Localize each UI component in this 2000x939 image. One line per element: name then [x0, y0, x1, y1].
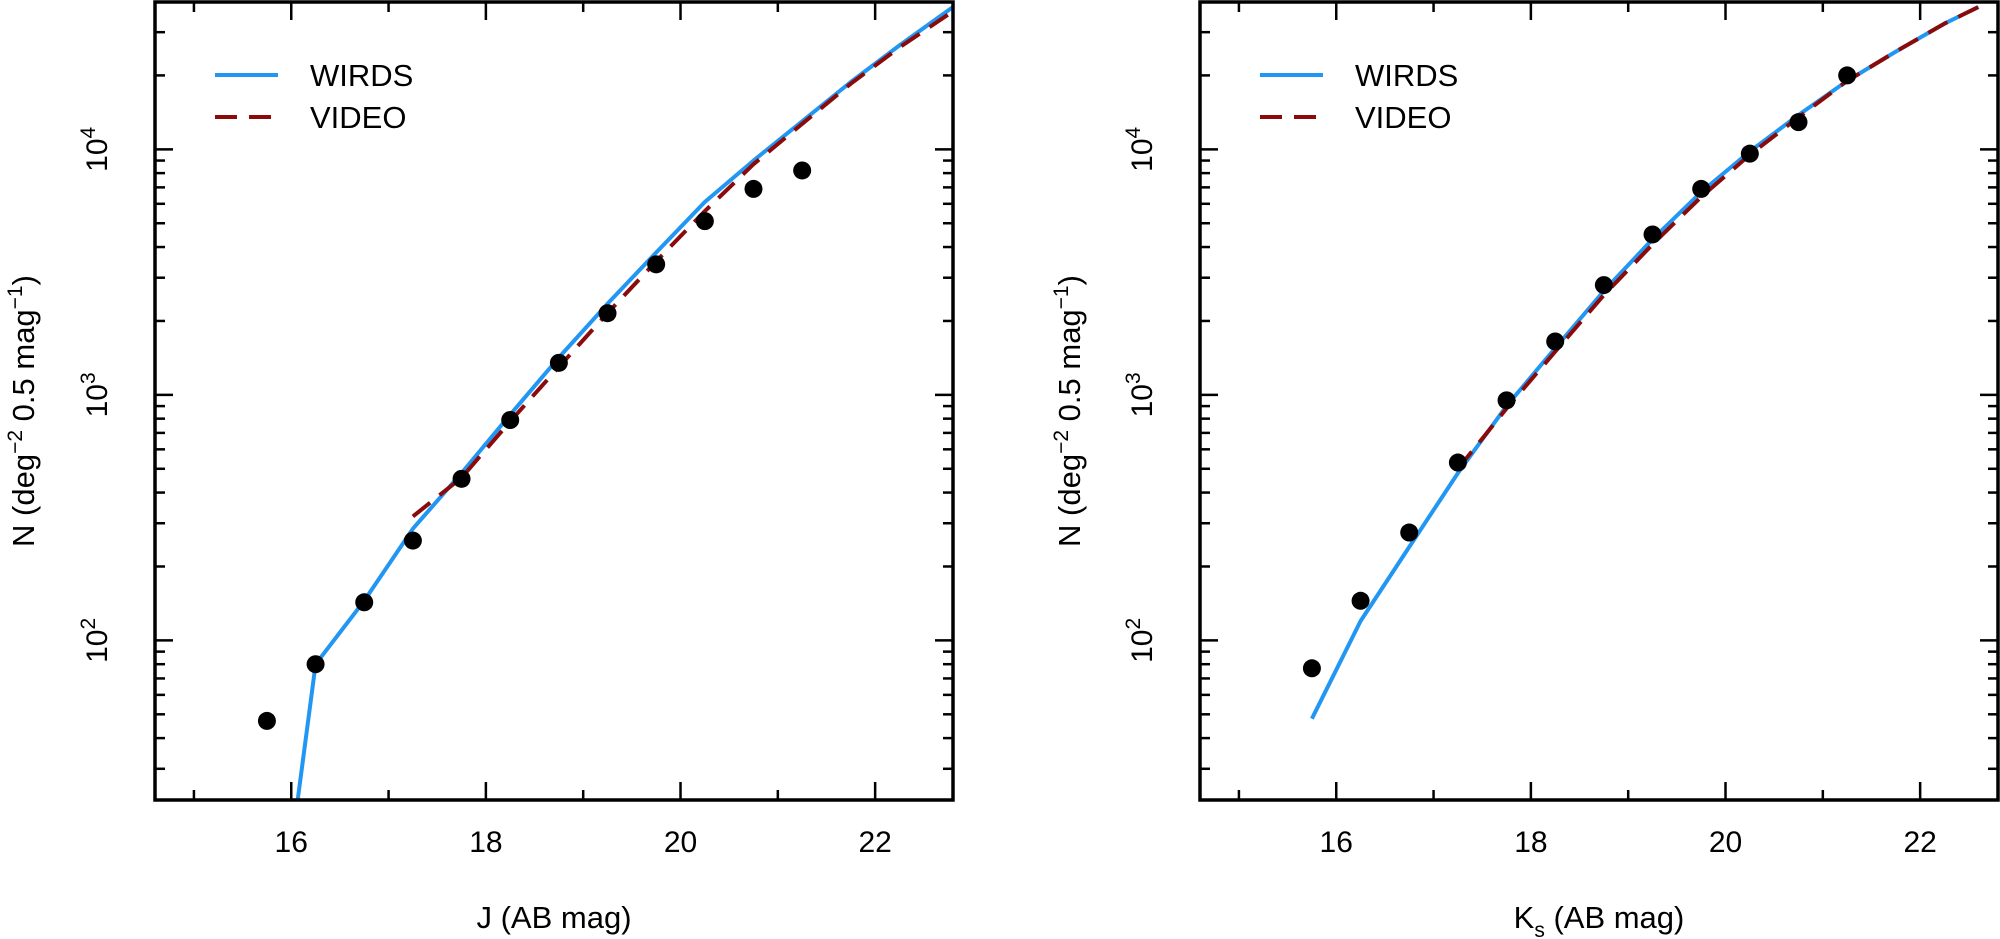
- x-tick-label: 20: [664, 826, 697, 859]
- y-tick-label: 104: [1122, 126, 1159, 171]
- data-point: [1448, 453, 1467, 472]
- legend-video-label: VIDEO: [310, 100, 406, 135]
- data-point: [1740, 144, 1759, 163]
- y-axis-label-part: ): [6, 275, 41, 285]
- plot-frame: [1198, 0, 2000, 802]
- y-tick-base: 10: [1126, 630, 1159, 663]
- y-tick-exponent: 3: [77, 372, 100, 384]
- data-point: [306, 655, 325, 674]
- y-tick-label: 102: [77, 618, 114, 663]
- y-axis-label-part: N (deg: [6, 454, 41, 547]
- x-axis-label-subscript: s: [1534, 919, 1545, 939]
- y-axis-label-superscript: −2: [4, 430, 27, 454]
- data-point: [355, 593, 374, 612]
- data-point: [452, 469, 471, 488]
- data-point: [744, 179, 763, 198]
- y-axis-label-superscript: −1: [1050, 285, 1073, 309]
- data-point: [549, 353, 568, 372]
- y-axis-label-part: N (deg: [1052, 454, 1087, 547]
- data-point: [1838, 66, 1857, 85]
- legend-wirds-label: WIRDS: [1355, 58, 1458, 93]
- y-tick-exponent: 3: [1122, 372, 1145, 384]
- y-tick-base: 10: [81, 138, 114, 171]
- y-axis-label-superscript: −2: [1050, 430, 1073, 454]
- legend-video-label: VIDEO: [1355, 100, 1451, 135]
- y-axis-label-superscript: −1: [4, 285, 27, 309]
- data-point: [1643, 225, 1662, 244]
- x-tick-label: 22: [858, 826, 891, 859]
- y-axis-label-part: ): [1052, 275, 1087, 285]
- x-tick-label: 18: [469, 826, 502, 859]
- video-line: [411, 9, 953, 518]
- data-point: [1692, 179, 1711, 198]
- x-tick-label: 20: [1709, 826, 1742, 859]
- y-tick-label: 104: [77, 126, 114, 171]
- data-point: [695, 212, 714, 231]
- y-tick-label: 103: [77, 372, 114, 417]
- data-point: [403, 531, 422, 550]
- y-tick-base: 10: [1126, 138, 1159, 171]
- x-tick-label: 16: [275, 826, 308, 859]
- y-tick-exponent: 4: [1122, 126, 1145, 138]
- data-point: [1302, 659, 1321, 678]
- y-tick-base: 10: [1126, 384, 1159, 417]
- y-axis-label-part: 0.5 mag: [1052, 309, 1087, 430]
- y-axis-label: N (deg−2 0.5 mag−1): [4, 275, 41, 547]
- y-axis-label-part: 0.5 mag: [6, 309, 41, 430]
- data-point: [647, 255, 666, 274]
- y-tick-base: 10: [81, 384, 114, 417]
- y-tick-exponent: 2: [1122, 618, 1145, 630]
- video-line: [1456, 5, 1980, 471]
- x-axis-label: Ks (AB mag): [1514, 900, 1685, 939]
- x-axis-label-units: (AB mag): [1545, 900, 1685, 935]
- y-tick-label: 102: [1122, 618, 1159, 663]
- data-point: [1594, 276, 1613, 295]
- data-point: [257, 711, 276, 730]
- data-point: [1789, 113, 1808, 132]
- y-axis-label: N (deg−2 0.5 mag−1): [1050, 275, 1087, 547]
- data-point: [1497, 391, 1516, 410]
- x-axis-label-main: K: [1514, 900, 1535, 935]
- x-tick-label: 22: [1903, 826, 1936, 859]
- x-tick-label: 18: [1514, 826, 1547, 859]
- data-point: [793, 161, 812, 180]
- plot-frame: [153, 0, 955, 802]
- y-tick-base: 10: [81, 630, 114, 663]
- y-tick-label: 103: [1122, 372, 1159, 417]
- data-point: [501, 410, 520, 429]
- data-point: [598, 304, 617, 323]
- x-axis-label: J (AB mag): [476, 900, 631, 935]
- y-tick-exponent: 4: [77, 126, 100, 138]
- x-tick-label: 16: [1320, 826, 1353, 859]
- data-point: [1351, 591, 1370, 610]
- data-point: [1546, 332, 1565, 351]
- y-tick-exponent: 2: [77, 618, 100, 630]
- legend-wirds-label: WIRDS: [310, 58, 413, 93]
- data-point: [1400, 523, 1419, 542]
